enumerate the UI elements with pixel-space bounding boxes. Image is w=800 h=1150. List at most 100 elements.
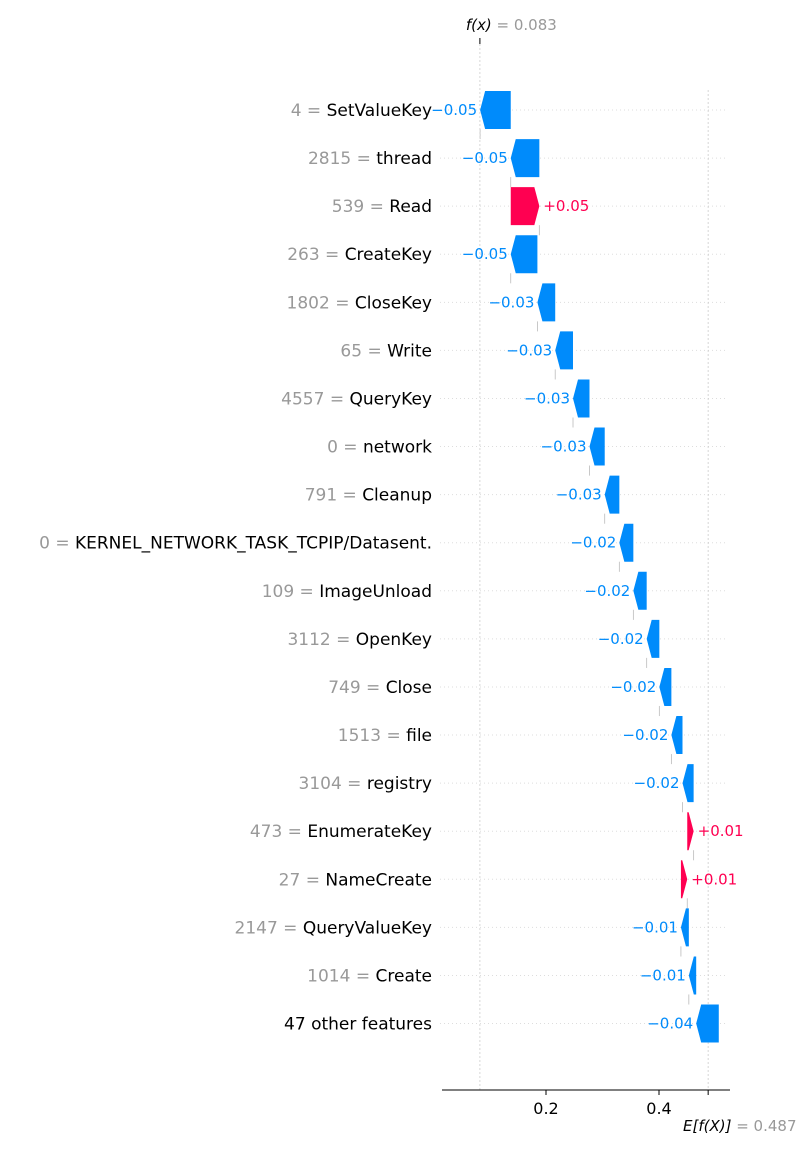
- feature-label: 109 = ImageUnload: [262, 582, 432, 602]
- contribution-bar: [671, 716, 683, 755]
- shap-value-label: −0.01: [632, 918, 678, 936]
- feature-label: 1014 = Create: [307, 966, 432, 986]
- contribution-bar: [633, 571, 647, 610]
- feature-label: 65 = Write: [340, 341, 432, 361]
- feature-name: NameCreate: [325, 870, 432, 890]
- contribution-bar: [659, 667, 672, 706]
- feature-label: 539 = Read: [332, 197, 432, 217]
- feature-value: 0 =: [327, 438, 363, 458]
- feature-labels: f(x) = 0.083−0.054 = SetValueKey−0.05281…: [39, 16, 743, 1035]
- contribution-bar: [480, 91, 511, 129]
- shap-value-label: −0.03: [541, 438, 587, 456]
- grid-lines: [440, 109, 728, 1025]
- shap-value-label: −0.02: [622, 726, 668, 744]
- feature-name: QueryValueKey: [303, 918, 432, 938]
- feature-value: 65 =: [340, 341, 387, 361]
- feature-value: 1513 =: [338, 726, 406, 746]
- feature-label: 0 = KERNEL_NETWORK_TASK_TCPIP/Datasent.: [39, 534, 432, 554]
- feature-label: 1802 = CloseKey: [287, 293, 432, 313]
- feature-name: KERNEL_NETWORK_TASK_TCPIP/Datasent.: [75, 534, 432, 554]
- shap-value-label: −0.03: [524, 389, 570, 407]
- feature-value: 2815 =: [308, 149, 376, 169]
- feature-value: 109 =: [262, 582, 320, 602]
- feature-label: 473 = EnumerateKey: [250, 822, 432, 842]
- shap-value-label: +0.01: [691, 870, 737, 888]
- feature-label: 263 = CreateKey: [287, 245, 432, 265]
- feature-label: 791 = Cleanup: [305, 486, 432, 506]
- contribution-bar: [688, 956, 697, 995]
- shap-value-label: −0.02: [570, 534, 616, 552]
- contribution-bar: [573, 379, 590, 418]
- contribution-bar: [510, 235, 538, 274]
- contribution-bar: [510, 187, 540, 226]
- feature-name: Cleanup: [362, 486, 432, 506]
- contribution-bar: [696, 1004, 719, 1043]
- feature-label: 47 other features: [284, 1015, 432, 1035]
- feature-name: Close: [386, 678, 432, 698]
- shap-value-label: −0.03: [556, 486, 602, 504]
- feature-value: 539 =: [332, 197, 390, 217]
- fx-value: = 0.083: [492, 16, 557, 34]
- feature-value: 749 =: [328, 678, 386, 698]
- feature-label: 4 = SetValueKey: [291, 101, 432, 121]
- shap-value-label: −0.05: [431, 101, 477, 119]
- shap-value-label: +0.05: [543, 197, 589, 215]
- feature-name: EnumerateKey: [307, 822, 432, 842]
- feature-value: 0 =: [39, 534, 75, 554]
- feature-name: thread: [376, 149, 432, 169]
- contribution-bar: [555, 331, 574, 370]
- feature-name: SetValueKey: [327, 101, 432, 121]
- shap-value-label: −0.02: [584, 582, 630, 600]
- contribution-bar: [687, 812, 694, 851]
- shap-value-label: −0.02: [598, 630, 644, 648]
- feature-value: 1014 =: [307, 966, 375, 986]
- feature-value: 791 =: [305, 486, 363, 506]
- feature-name: Write: [387, 341, 432, 361]
- feature-name: OpenKey: [356, 630, 432, 650]
- contribution-bar: [680, 908, 689, 947]
- feature-label: 4557 = QueryKey: [281, 389, 432, 409]
- feature-value: 4 =: [291, 101, 327, 121]
- feature-label: 3112 = OpenKey: [287, 630, 432, 650]
- shap-value-label: +0.01: [698, 822, 744, 840]
- contribution-bar: [589, 427, 605, 466]
- feature-name: 47 other features: [284, 1015, 432, 1035]
- contribution-bar: [619, 523, 634, 562]
- feature-label: 3104 = registry: [299, 774, 433, 794]
- contribution-bar: [680, 860, 688, 899]
- base-symbol: E[f(X)]: [683, 1117, 732, 1135]
- feature-name: Read: [389, 197, 432, 217]
- feature-name: Create: [376, 966, 433, 986]
- feature-value: 3104 =: [299, 774, 367, 794]
- contribution-bar: [604, 475, 620, 514]
- feature-label: 0 = network: [327, 438, 432, 458]
- shap-value-label: −0.05: [462, 149, 508, 167]
- feature-value: 1802 =: [287, 293, 355, 313]
- contribution-bars: [480, 91, 719, 1043]
- feature-label: 1513 = file: [338, 726, 432, 746]
- feature-name: network: [363, 438, 432, 458]
- feature-value: 2147 =: [235, 918, 303, 938]
- shap-value-label: −0.01: [640, 966, 686, 984]
- reference-lines: [479, 38, 709, 1090]
- shap-value-label: −0.02: [634, 774, 680, 792]
- feature-value: 473 =: [250, 822, 308, 842]
- shap-value-label: −0.03: [488, 293, 534, 311]
- feature-value: 3112 =: [287, 630, 355, 650]
- feature-label: 749 = Close: [328, 678, 432, 698]
- base-value: = 0.487: [731, 1117, 796, 1135]
- base-label: E[f(X)] = 0.487: [683, 1117, 797, 1135]
- feature-label: 27 = NameCreate: [279, 870, 432, 890]
- feature-value: 263 =: [287, 245, 345, 265]
- x-tick-label: 0.2: [533, 1099, 558, 1118]
- contribution-bar: [682, 764, 694, 803]
- feature-name: QueryKey: [350, 389, 433, 409]
- feature-value: 4557 =: [281, 389, 349, 409]
- feature-name: CloseKey: [355, 293, 432, 313]
- feature-value: 27 =: [279, 870, 326, 890]
- feature-label: 2815 = thread: [308, 149, 432, 169]
- fx-label: f(x) = 0.083: [466, 16, 557, 34]
- shap-value-label: −0.03: [506, 341, 552, 359]
- feature-name: CreateKey: [345, 245, 432, 265]
